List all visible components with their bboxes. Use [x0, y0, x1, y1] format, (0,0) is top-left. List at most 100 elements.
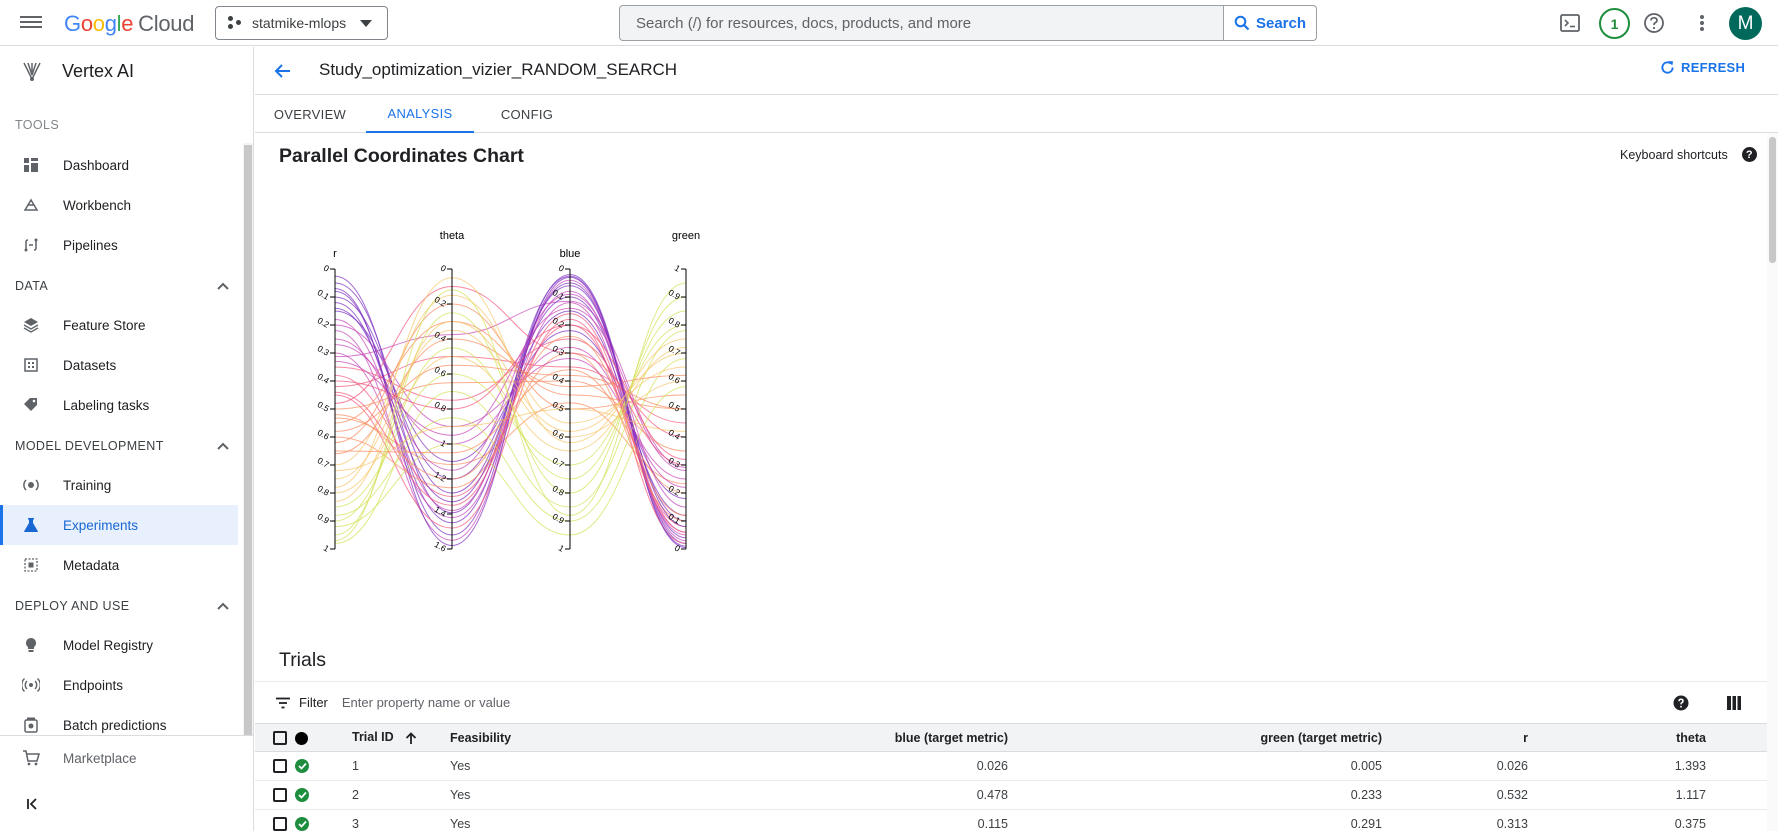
- refresh-button[interactable]: REFRESH: [1660, 60, 1745, 75]
- col-theta[interactable]: theta: [1528, 723, 1718, 752]
- tab-analysis[interactable]: ANALYSIS: [366, 96, 474, 133]
- trials-title: Trials: [279, 649, 326, 671]
- table-row[interactable]: 2 Yes 0.478 0.233 0.532 1.117: [255, 780, 1767, 810]
- trial-line[interactable]: [334, 386, 687, 536]
- caret-down-icon: [360, 19, 373, 27]
- row-checkbox[interactable]: [273, 759, 287, 774]
- tick-label: 0.8: [433, 399, 448, 414]
- search-button[interactable]: Search: [1223, 6, 1316, 40]
- search-bar: Search: [619, 5, 1317, 41]
- sidebar-item-metadata[interactable]: Metadata: [0, 545, 238, 585]
- section-data-toggle[interactable]: DATA: [15, 279, 229, 293]
- section-deploy-toggle[interactable]: DEPLOY AND USE: [15, 599, 229, 613]
- col-trial-id[interactable]: Trial ID: [352, 723, 450, 752]
- tick-label: 1: [557, 543, 566, 554]
- cloud-shell-icon[interactable]: [1558, 11, 1582, 35]
- tick-label: 0.5: [667, 399, 682, 414]
- keyboard-shortcuts-link[interactable]: Keyboard shortcuts ?: [1620, 147, 1757, 162]
- tick-label: 0.9: [667, 287, 682, 302]
- trial-line[interactable]: [334, 300, 687, 469]
- col-green[interactable]: green (target metric): [1008, 723, 1382, 752]
- trial-line[interactable]: [334, 338, 687, 466]
- tick-label: 0.7: [551, 455, 566, 470]
- sidebar-item-feature-store[interactable]: Feature Store: [0, 305, 238, 345]
- tick-label: 0: [557, 263, 566, 274]
- trial-line[interactable]: [334, 318, 687, 544]
- main-menu-icon[interactable]: [20, 13, 42, 33]
- sidebar-item-pipelines[interactable]: Pipelines: [0, 225, 238, 265]
- sidebar-item-labeling-tasks[interactable]: Labeling tasks: [0, 385, 238, 425]
- search-input[interactable]: [620, 6, 1223, 40]
- trial-line[interactable]: [334, 296, 687, 536]
- label-icon: [22, 396, 40, 414]
- collapse-sidebar-icon[interactable]: [22, 792, 46, 816]
- avatar[interactable]: M: [1729, 7, 1762, 40]
- select-all-checkbox[interactable]: [273, 730, 287, 745]
- col-blue[interactable]: blue (target metric): [630, 723, 1008, 752]
- table-row[interactable]: 1 Yes 0.026 0.005 0.026 1.393: [255, 751, 1767, 781]
- sidebar-item-experiments[interactable]: Experiments: [0, 505, 238, 545]
- row-checkbox[interactable]: [273, 817, 287, 831]
- row-checkbox[interactable]: [273, 788, 287, 803]
- datasets-icon: [22, 356, 40, 374]
- help-icon[interactable]: [1673, 695, 1689, 711]
- pipelines-icon: [22, 236, 40, 254]
- sidebar-item-model-registry[interactable]: Model Registry: [0, 625, 238, 665]
- trial-line[interactable]: [334, 307, 687, 472]
- trial-line[interactable]: [334, 293, 687, 508]
- chevron-up-icon: [217, 442, 229, 450]
- tick-label: 0.6: [433, 364, 448, 379]
- arrow-up-icon[interactable]: [405, 731, 417, 745]
- sidebar-item-workbench[interactable]: Workbench: [0, 185, 238, 225]
- trial-lines: [334, 274, 687, 549]
- sidebar-item-marketplace[interactable]: Marketplace: [0, 738, 238, 778]
- tick-label: 0.6: [316, 427, 331, 442]
- notifications-badge[interactable]: 1: [1599, 8, 1630, 39]
- metadata-icon: [22, 556, 40, 574]
- main-scrollbar[interactable]: [1769, 137, 1776, 263]
- help-icon[interactable]: [1642, 11, 1666, 35]
- tick-label: 0.7: [316, 455, 331, 470]
- col-feasibility[interactable]: Feasibility: [450, 723, 630, 752]
- filter-button[interactable]: Filter: [275, 695, 328, 710]
- chart-title: Parallel Coordinates Chart: [279, 145, 524, 167]
- parallel-coordinates-chart[interactable]: r00.10.20.30.40.50.60.70.80.91theta00.20…: [315, 197, 835, 577]
- project-name: statmike-mlops: [252, 15, 347, 31]
- sidebar-item-training[interactable]: Training: [0, 465, 238, 505]
- more-vert-icon[interactable]: [1690, 11, 1714, 35]
- column-display-icon[interactable]: [1725, 694, 1743, 712]
- google-cloud-logo[interactable]: Google Cloud: [64, 11, 195, 36]
- tick-label: 1: [439, 438, 448, 449]
- sidebar-item-datasets[interactable]: Datasets: [0, 345, 238, 385]
- chevron-up-icon: [217, 282, 229, 290]
- trial-line[interactable]: [334, 402, 687, 485]
- sidebar-item-batch-predictions[interactable]: Batch predictions: [0, 705, 238, 745]
- table-row[interactable]: 3 Yes 0.115 0.291 0.313 0.375: [255, 809, 1767, 831]
- tab-overview[interactable]: OVERVIEW: [273, 107, 347, 122]
- trials-table: Trial ID Feasibility blue (target metric…: [255, 723, 1767, 831]
- product-name: Vertex AI: [62, 60, 135, 81]
- trial-line[interactable]: [334, 358, 687, 522]
- sidebar-item-dashboard[interactable]: Dashboard: [0, 145, 238, 185]
- tick-label: 0.1: [316, 287, 331, 302]
- trial-line[interactable]: [334, 320, 687, 502]
- tick-label: 0: [673, 543, 682, 554]
- sidebar-scrollbar[interactable]: [244, 145, 252, 737]
- filter-input[interactable]: [341, 695, 1042, 710]
- sidebar-item-endpoints[interactable]: Endpoints: [0, 665, 238, 705]
- trial-line[interactable]: [334, 282, 687, 542]
- col-r[interactable]: r: [1382, 723, 1528, 752]
- back-arrow-icon[interactable]: [271, 59, 295, 83]
- tick-label: 0.3: [667, 455, 682, 470]
- section-model-development-toggle[interactable]: MODEL DEVELOPMENT: [15, 439, 229, 453]
- project-picker[interactable]: statmike-mlops: [215, 6, 388, 40]
- tick-label: 1: [673, 263, 682, 274]
- trial-line[interactable]: [334, 313, 687, 533]
- help-icon: ?: [1741, 147, 1757, 162]
- tab-config[interactable]: CONFIG: [500, 107, 554, 122]
- tick-label: 0.8: [551, 483, 566, 498]
- status-icon: [295, 731, 308, 745]
